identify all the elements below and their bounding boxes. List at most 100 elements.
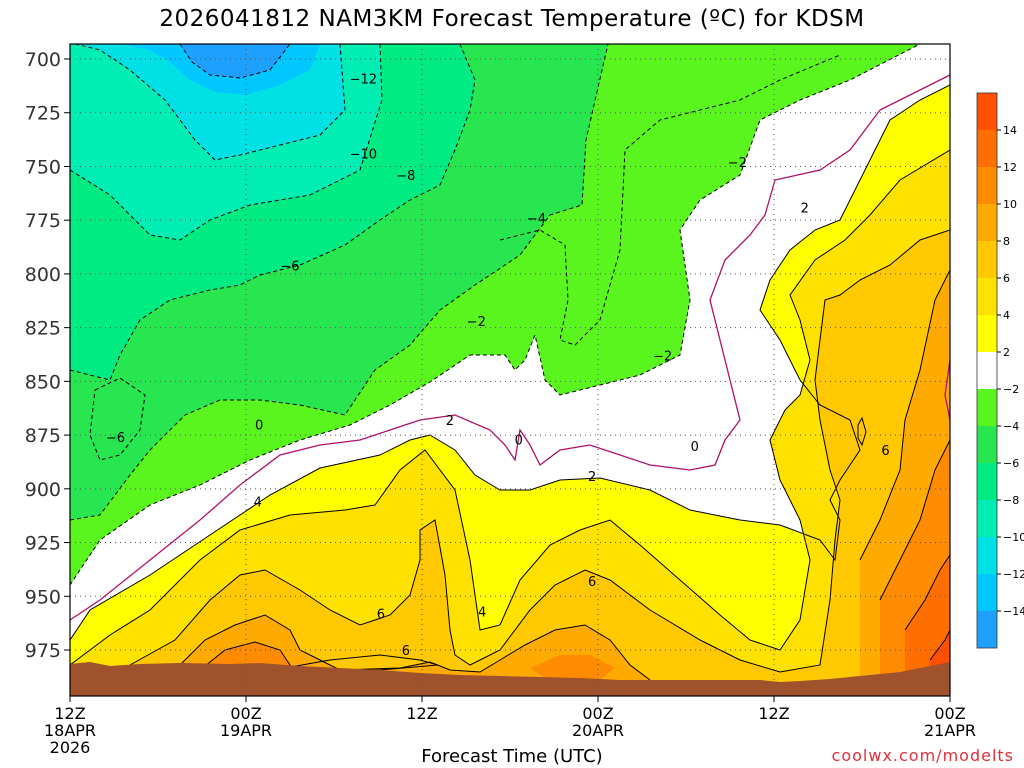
legend-swatch	[977, 278, 997, 315]
contour-minus6	[70, 44, 609, 521]
contour-label: 2	[446, 414, 454, 429]
negative-contours	[70, 44, 921, 586]
y-tick-label: 975	[25, 640, 61, 662]
x-axis-label: Forecast Time (UTC)	[421, 746, 603, 767]
y-tick-label: 900	[25, 479, 61, 501]
y-tick-label: 950	[25, 586, 61, 608]
legend-swatch	[977, 500, 997, 537]
legend-swatch	[977, 463, 997, 500]
contour-8	[179, 614, 651, 681]
legend-swatch	[977, 93, 997, 130]
legend-swatch	[977, 315, 997, 352]
contour-label: −8	[396, 169, 415, 184]
contour-minus8	[70, 44, 476, 381]
legend-label: −4	[1003, 420, 1019, 433]
credit-text: coolwx.com/modelts	[831, 746, 1014, 765]
contour-label: −2	[728, 156, 747, 171]
x-tick-label: 12Z	[758, 704, 789, 723]
x-tick-label: 12Z	[406, 704, 437, 723]
legend-label: 10	[1003, 198, 1017, 211]
legend-swatch	[977, 537, 997, 574]
contour-label: −6	[280, 259, 299, 274]
contour-label: −4	[527, 212, 546, 227]
contour-label: −6	[106, 431, 125, 446]
legend-label: 14	[1003, 124, 1017, 137]
contour-label: −2	[653, 350, 672, 365]
y-tick-label: 925	[25, 533, 61, 555]
y-tick-label: 800	[25, 264, 61, 286]
contour-minus12	[74, 44, 346, 161]
contour-zero-b	[944, 359, 950, 421]
legend-swatch	[977, 574, 997, 611]
x-tick-label: 00Z	[934, 704, 965, 723]
legend-label: 2	[1003, 346, 1010, 359]
contour-minus6-closed	[89, 377, 146, 461]
legend-swatch	[977, 352, 997, 389]
legend-label: −14	[1003, 605, 1024, 618]
temperature-fills	[70, 44, 950, 696]
contour-8-c	[857, 416, 867, 447]
legend-swatch	[977, 241, 997, 278]
contour-label: −12	[350, 72, 377, 87]
contour-4	[70, 149, 950, 666]
contour-label: 2	[588, 470, 596, 485]
contour-label: 4	[254, 496, 262, 511]
contour-minus14	[179, 44, 291, 79]
contour-label: 0	[691, 440, 699, 455]
legend-swatch	[977, 389, 997, 426]
contour-10	[879, 439, 950, 601]
x-tick-label: 00Z	[230, 704, 261, 723]
legend-frame	[976, 92, 998, 649]
contour-label: 6	[588, 575, 596, 590]
legend-label: −2	[1003, 383, 1019, 396]
y-tick-label: 700	[25, 49, 61, 71]
x-tick-label: 20APR	[572, 721, 624, 740]
fill-band-4	[70, 150, 950, 696]
ground-area	[70, 662, 950, 696]
contour-minus10	[70, 44, 383, 241]
color-legend: 14 12 10 8 6 4 2 −2 −4 −6 −8 −10 −12 −14	[976, 92, 1024, 649]
chart-title: 2026041812 NAM3KM Forecast Temperature (…	[159, 6, 865, 32]
contour-label: −10	[350, 148, 377, 163]
legend-swatch	[977, 611, 997, 648]
contour-label: 6	[377, 607, 385, 622]
contour-label: 2	[801, 201, 809, 216]
contour-label: 0	[255, 418, 263, 433]
legend-label: 4	[1003, 309, 1010, 322]
legend-label: 12	[1003, 161, 1017, 174]
legend-swatch	[977, 426, 997, 463]
fill-band-minus16	[180, 44, 290, 78]
contour-14	[929, 629, 950, 661]
y-tick-label: 750	[25, 156, 61, 178]
legend-label: −8	[1003, 494, 1019, 507]
contour-label: 4	[478, 605, 486, 620]
y-tick-label: 875	[25, 425, 61, 447]
contour-labels: −12 −10 −8 −6 −6 −4 −2 −2 −2 2 2 2 0 0 0 4 4 6 6 6 6	[106, 72, 890, 659]
legend-label: −10	[1003, 531, 1024, 544]
contour-label: 6	[402, 644, 410, 659]
contour-label: 0	[515, 433, 523, 448]
x-tick-label: 19APR	[220, 721, 272, 740]
x-tick-label: 12Z	[54, 704, 85, 723]
contour-8-b	[859, 269, 950, 561]
x-tick-label: 2026	[50, 738, 91, 757]
legend-label: −6	[1003, 457, 1019, 470]
contour-zero	[70, 74, 950, 621]
legend-swatch	[977, 167, 997, 204]
y-tick-label: 825	[25, 318, 61, 340]
y-tick-label: 775	[25, 210, 61, 232]
y-tick-label: 850	[25, 371, 61, 393]
legend-label: −12	[1003, 568, 1024, 581]
plot-frame	[69, 43, 951, 697]
contour-label: 6	[881, 444, 889, 459]
contour-2	[70, 84, 950, 641]
legend-swatch	[977, 130, 997, 167]
contour-12	[904, 554, 950, 631]
legend-swatch	[977, 204, 997, 241]
x-tick-label: 18APR	[44, 721, 96, 740]
legend-label: 8	[1003, 235, 1010, 248]
contour-label: −2	[467, 315, 486, 330]
contour-6	[129, 229, 950, 673]
